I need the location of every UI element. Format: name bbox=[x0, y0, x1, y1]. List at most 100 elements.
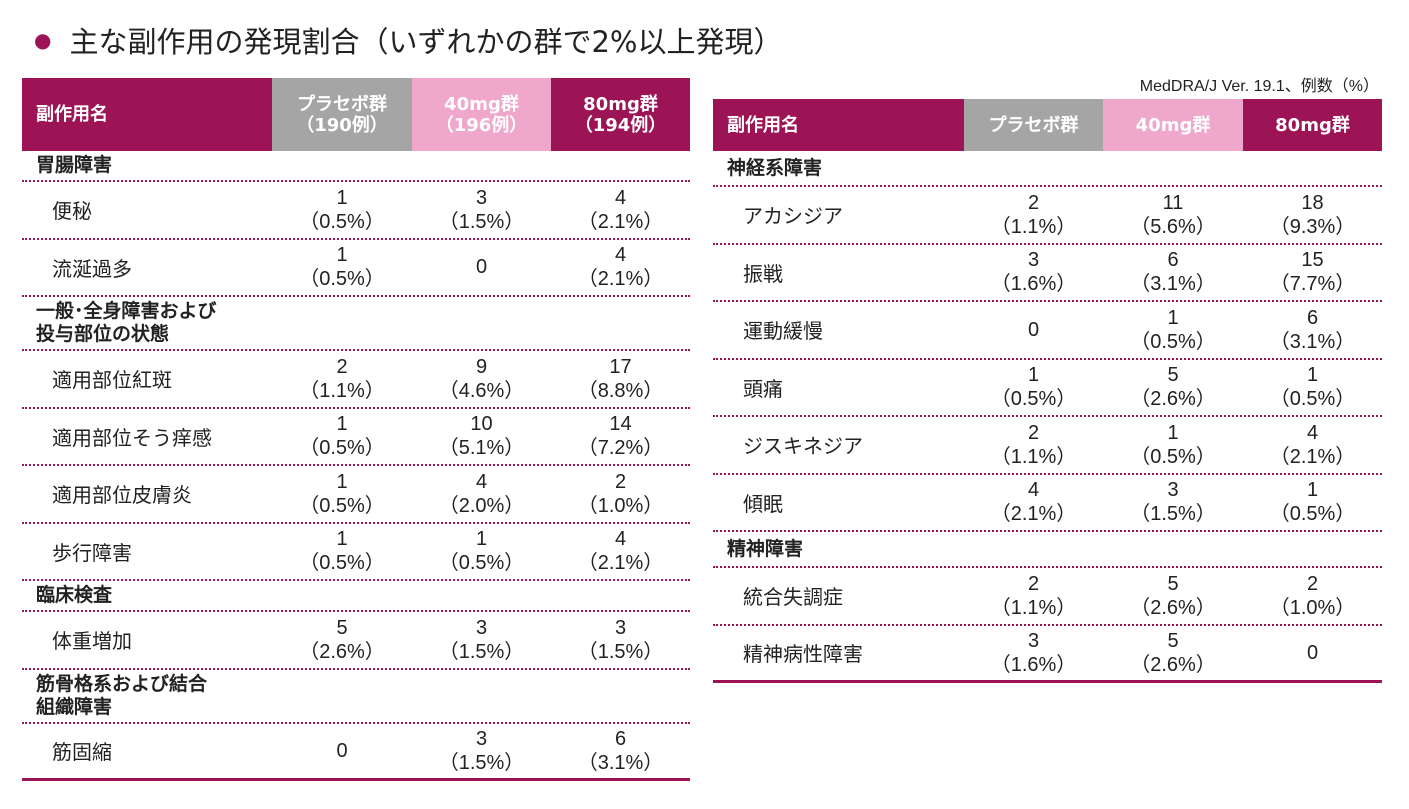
value-mg80-line: 3 bbox=[614, 616, 627, 639]
value-mg80-line: （9.3%） bbox=[1269, 215, 1356, 238]
value-mg80: 2 （1.0%） bbox=[551, 466, 690, 522]
category-row: 胃腸障害 bbox=[22, 151, 690, 182]
table-row: 統合失調症 2 （1.1%） 5 （2.6%） 2 （1.0%） bbox=[713, 568, 1382, 626]
value-placebo: 1 （0.5%） bbox=[964, 360, 1103, 416]
table-header-row: 副作用名 プラセボ群 40mg群 80mg群 bbox=[713, 99, 1382, 151]
value-mg80: 18 （9.3%） bbox=[1243, 187, 1382, 243]
value-placebo-line: （0.5%） bbox=[299, 552, 385, 575]
header-name: 副作用名 bbox=[22, 78, 272, 151]
table-row: 筋固縮 0 3 （1.5%） 6 （3.1%） bbox=[22, 724, 690, 781]
value-mg40-line: 1 bbox=[1167, 421, 1179, 444]
value-mg40: 5 （2.6%） bbox=[1103, 626, 1243, 681]
value-mg40: 1 （0.5%） bbox=[1103, 302, 1243, 358]
value-mg80-line: （2.1%） bbox=[1269, 445, 1356, 468]
category-label: 精神障害 bbox=[713, 532, 1382, 566]
header-placebo-line: （190例） bbox=[296, 114, 388, 136]
value-mg40-line: （1.5%） bbox=[438, 640, 525, 663]
value-mg80: 15 （7.7%） bbox=[1243, 245, 1382, 301]
value-placebo-line: 1 bbox=[336, 244, 348, 267]
value-placebo: 1 （0.5%） bbox=[272, 182, 412, 238]
value-mg40-line: 9 bbox=[475, 355, 488, 378]
category-line: 投与部位の状態 bbox=[36, 323, 170, 345]
value-placebo-line: 1 bbox=[336, 413, 348, 436]
value-mg80-line: （3.1%） bbox=[1269, 330, 1356, 353]
value-mg80-line: 14 bbox=[609, 413, 632, 436]
value-mg80-line: （7.2%） bbox=[577, 437, 664, 460]
value-placebo: 3 （1.6%） bbox=[964, 245, 1103, 301]
value-mg40-line: 1 bbox=[475, 528, 488, 551]
value-mg80-line: 6 bbox=[1306, 306, 1319, 329]
value-placebo-line: （0.5%） bbox=[299, 437, 385, 460]
value-mg80: 3 （1.5%） bbox=[551, 612, 690, 668]
value-mg80: 4 （2.1%） bbox=[551, 182, 690, 238]
left-adverse-reaction-table: 副作用名 プラセボ群 （190例） 40mg群 （196例） 80mg群 （194例） 胃腸障… bbox=[22, 78, 690, 781]
value-mg80-line: （0.5%） bbox=[1269, 503, 1356, 526]
value-mg40-line: （0.5%） bbox=[1130, 445, 1216, 468]
value-placebo: 4 （2.1%） bbox=[964, 475, 1103, 531]
reaction-name: 頭痛 bbox=[743, 376, 783, 401]
value-mg40-line: 10 bbox=[470, 413, 493, 436]
table-row: 運動緩慢 0 1 （0.5%） 6 （3.1%） bbox=[713, 302, 1382, 360]
value-mg80-line: 2 bbox=[614, 470, 627, 493]
value-mg80-line: 1 bbox=[1306, 479, 1319, 502]
table-row: 適用部位そう痒感 1 （0.5%） 10 （5.1%） 14 （7.2%） bbox=[22, 409, 690, 466]
reaction-name: 適用部位そう痒感 bbox=[52, 425, 212, 450]
value-mg80: 6 （3.1%） bbox=[1243, 302, 1382, 358]
value-placebo-line: 2 bbox=[1027, 421, 1040, 444]
header-80mg-line: （194例） bbox=[574, 114, 667, 136]
value-placebo: 1 （0.5%） bbox=[272, 240, 412, 296]
value-mg80-line: （2.1%） bbox=[577, 210, 664, 233]
category-line: 臨床検査 bbox=[36, 584, 113, 606]
value-mg40-line: 5 bbox=[1167, 364, 1179, 387]
value-mg80-line: （1.5%） bbox=[577, 640, 664, 663]
value-placebo-line: （1.1%） bbox=[990, 596, 1077, 619]
value-placebo-line: （1.1%） bbox=[990, 445, 1077, 468]
category-label: 胃腸障害 bbox=[22, 151, 690, 180]
value-placebo: 3 （1.6%） bbox=[964, 626, 1103, 681]
value-mg40: 5 （2.6%） bbox=[1103, 360, 1243, 416]
value-placebo-line: 3 bbox=[1027, 249, 1040, 272]
reaction-name: 運動緩慢 bbox=[743, 319, 823, 344]
value-mg40: 10 （5.1%） bbox=[412, 409, 551, 465]
value-mg40-line: （2.6%） bbox=[1130, 388, 1216, 411]
value-mg40-line: 6 bbox=[1167, 249, 1179, 272]
reaction-name: ジスキネジア bbox=[743, 434, 863, 459]
header-placebo: プラセボ群 bbox=[964, 99, 1103, 151]
value-mg80: 17 （8.8%） bbox=[551, 351, 690, 407]
value-mg40: 3 （1.5%） bbox=[1103, 475, 1243, 531]
value-mg40-line: （0.5%） bbox=[438, 552, 525, 575]
value-mg80-line: 2 bbox=[1306, 572, 1319, 595]
value-placebo-line: 2 bbox=[336, 355, 348, 378]
value-mg80-line: （3.1%） bbox=[577, 751, 664, 774]
value-mg80-line: 4 bbox=[614, 528, 627, 551]
category-line: 組織障害 bbox=[36, 695, 113, 718]
category-line: 筋骨格系および結合 bbox=[36, 672, 208, 695]
page-title: ● 主な副作用の発現割合（いずれかの群で2%以上発現） bbox=[34, 20, 782, 60]
value-mg40: 4 （2.0%） bbox=[412, 466, 551, 522]
value-placebo: 1 （0.5%） bbox=[272, 466, 412, 522]
table-row: 歩行障害 1 （0.5%） 1 （0.5%） 4 （2.1%） bbox=[22, 524, 690, 581]
header-80mg: 80mg群 （194例） bbox=[551, 78, 690, 151]
value-placebo-line: 1 bbox=[336, 528, 348, 551]
value-mg40-line: 5 bbox=[1167, 629, 1179, 652]
reaction-name: 統合失調症 bbox=[743, 585, 843, 610]
value-placebo-line: 2 bbox=[1027, 572, 1040, 595]
reaction-name: 傾眠 bbox=[743, 491, 783, 516]
table-row: 適用部位紅斑 2 （1.1%） 9 （4.6%） 17 （8.8%） bbox=[22, 351, 690, 409]
value-mg40-line: 3 bbox=[475, 616, 488, 639]
value-mg40: 3 （1.5%） bbox=[412, 612, 551, 668]
value-mg40-line: （2.6%） bbox=[1130, 653, 1216, 676]
value-placebo: 0 bbox=[272, 724, 412, 779]
value-placebo: 2 （1.1%） bbox=[964, 417, 1103, 473]
value-placebo-line: 0 bbox=[1027, 318, 1040, 341]
value-placebo-line: （0.5%） bbox=[299, 494, 385, 517]
value-mg80-line: （1.0%） bbox=[1269, 596, 1356, 619]
value-mg80-line: 18 bbox=[1301, 191, 1324, 214]
value-placebo-line: （1.1%） bbox=[990, 215, 1077, 238]
category-line: 精神障害 bbox=[727, 537, 804, 560]
table-row: ジスキネジア 2 （1.1%） 1 （0.5%） 4 （2.1%） bbox=[713, 417, 1382, 475]
value-mg40-line: （2.6%） bbox=[1130, 596, 1216, 619]
category-label: 臨床検査 bbox=[22, 581, 690, 610]
value-placebo-line: （1.1%） bbox=[299, 379, 385, 402]
value-mg80-line: 15 bbox=[1301, 249, 1324, 272]
